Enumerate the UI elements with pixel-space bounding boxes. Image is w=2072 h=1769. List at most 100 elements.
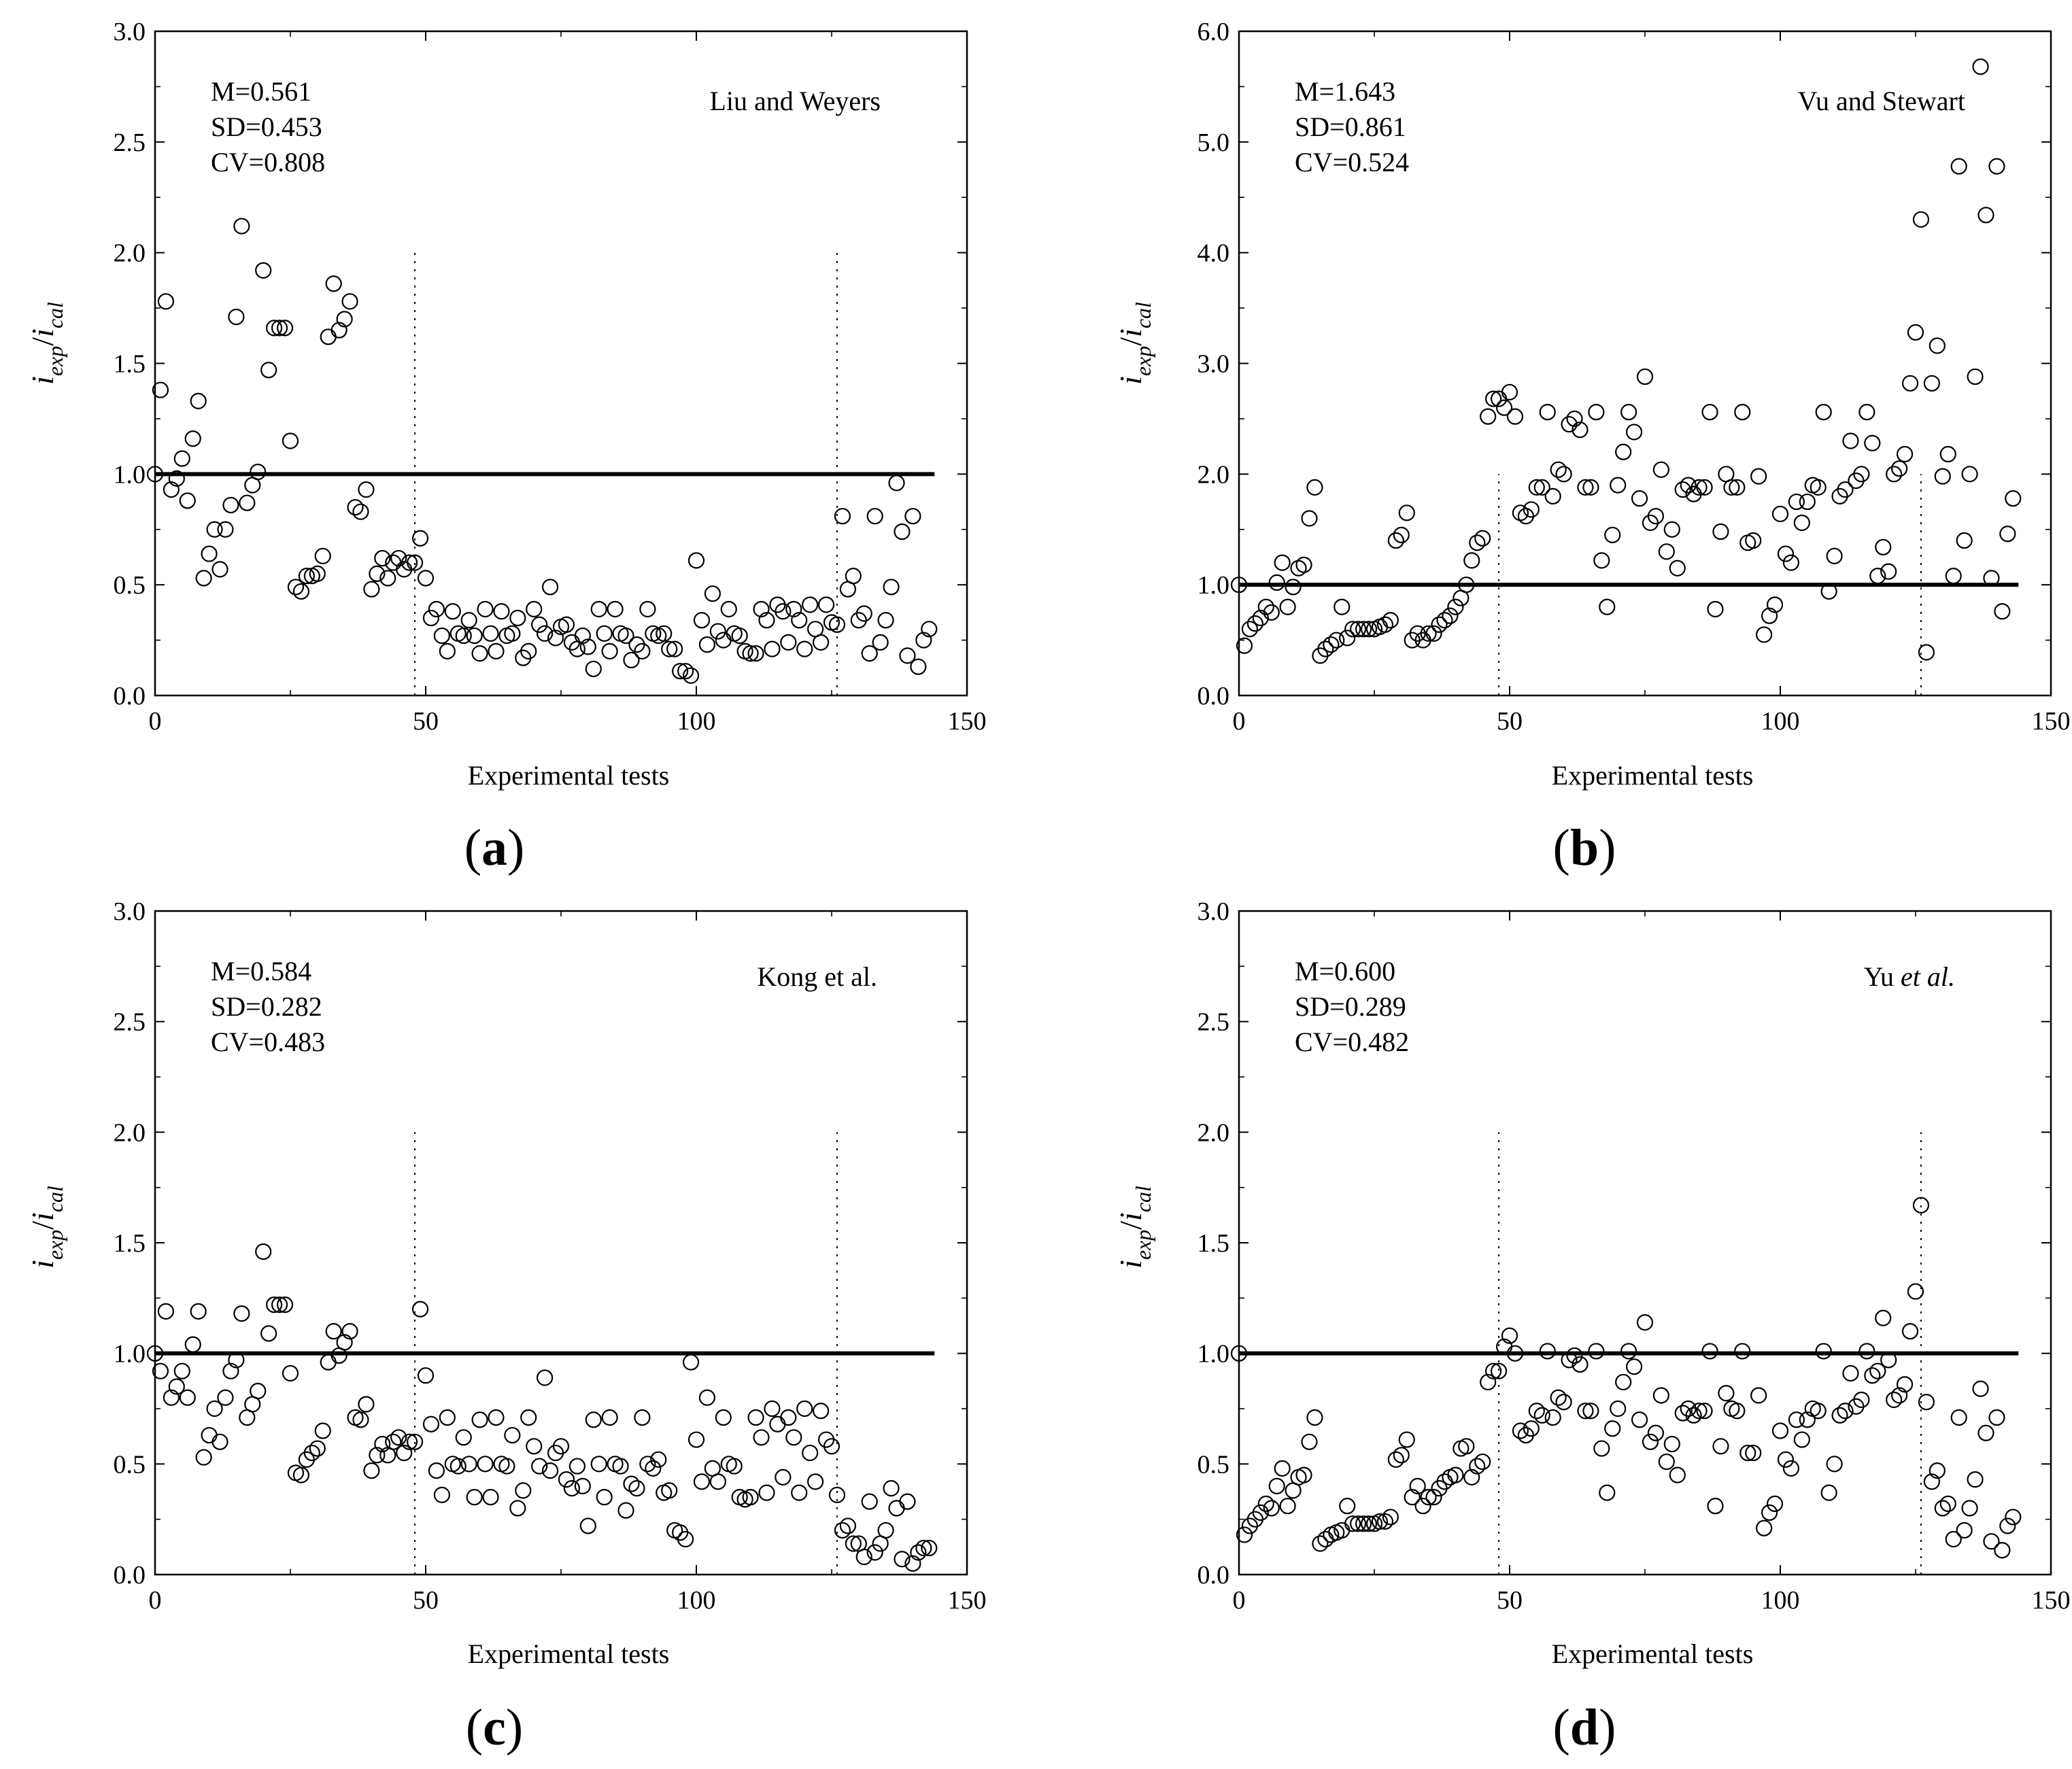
- data-point: [1506, 408, 1524, 425]
- data-point: [1891, 1387, 1908, 1404]
- x-tick-label: 150: [948, 1586, 987, 1615]
- data-point: [558, 1471, 575, 1488]
- data-point: [526, 1438, 543, 1455]
- data-point: [791, 612, 808, 629]
- data-point: [309, 565, 326, 582]
- data-point: [341, 1323, 358, 1340]
- data-point: [1826, 1456, 1843, 1473]
- data-point: [1886, 1391, 1903, 1409]
- chart-panel-a: 0.0 0.5 1.0 1.5 2.0 2.5 3.0 0 50 100 150 M=0.561 S…: [25, 18, 987, 876]
- data-point: [292, 583, 310, 600]
- data-point: [1599, 1484, 1616, 1501]
- data-point: [1436, 612, 1453, 629]
- y-tick-label: 2.0: [114, 1118, 146, 1147]
- data-point: [374, 1435, 391, 1453]
- data-point: [1528, 479, 1545, 496]
- data-point: [1561, 1352, 1578, 1369]
- data-point: [1853, 466, 1870, 483]
- data-point: [411, 1301, 429, 1318]
- data-point: [672, 663, 689, 680]
- data-point: [747, 645, 764, 662]
- data-point: [1864, 434, 1881, 451]
- tick-labels: 0.0 0.5 1.0 1.5 2.0 2.5 3.0 0 50 100 150: [114, 18, 987, 736]
- data-point: [406, 1433, 424, 1450]
- data-point: [1241, 621, 1259, 638]
- data-point: [634, 642, 651, 659]
- data-point: [282, 1364, 299, 1382]
- data-point: [687, 552, 705, 569]
- svg-text:iexp/ical: iexp/ical: [25, 1186, 67, 1269]
- data-point: [1409, 1477, 1426, 1494]
- data-point: [1566, 410, 1583, 428]
- data-point: [1929, 1462, 1946, 1479]
- data-point: [1393, 526, 1410, 543]
- data-point: [1972, 58, 1989, 75]
- data-point: [1696, 1403, 1713, 1420]
- x-tick-label: 100: [677, 1586, 716, 1615]
- data-point: [1404, 1489, 1421, 1506]
- data-point: [855, 605, 872, 622]
- data-point: [1355, 1515, 1372, 1532]
- data-point: [1999, 1517, 2016, 1534]
- data-point: [698, 636, 716, 653]
- data-point: [1561, 415, 1578, 433]
- data-point: [493, 603, 510, 620]
- tick-labels: 0.0 1.0 2.0 3.0 4.0 5.0 6.0 0 50 100 150: [1198, 18, 2071, 736]
- data-point: [1252, 609, 1269, 627]
- data-point: [715, 1409, 732, 1426]
- data-point: [173, 450, 190, 467]
- data-point: [1988, 1409, 2005, 1426]
- data-point: [1301, 1433, 1318, 1450]
- data-point: [1788, 1411, 1805, 1428]
- data-point: [1771, 1422, 1789, 1439]
- data-point: [1474, 1453, 1491, 1471]
- data-point: [336, 311, 353, 328]
- data-point: [753, 1429, 770, 1446]
- ylabel-slash: /: [1113, 337, 1148, 346]
- ylabel-sub-exp: exp: [43, 346, 67, 376]
- data-point: [1901, 1323, 1919, 1340]
- data-point: [1398, 1431, 1415, 1448]
- data-point: [417, 1367, 435, 1384]
- data-point: [1631, 1411, 1648, 1428]
- data-point: [1799, 1411, 1816, 1428]
- data-point: [455, 627, 472, 645]
- data-point: [460, 1456, 477, 1473]
- data-point: [1376, 616, 1394, 633]
- y-axis-label: iexp/ical: [1113, 1186, 1155, 1269]
- data-point: [894, 1551, 911, 1568]
- data-point: [769, 596, 786, 613]
- ylabel-i2: i: [1113, 328, 1148, 337]
- data-point: [1539, 404, 1556, 421]
- data-point: [1956, 532, 1973, 549]
- data-point: [1663, 521, 1680, 538]
- stat-sd: SD=0.289: [1295, 991, 1406, 1022]
- data-point: [1712, 1438, 1729, 1455]
- data-point: [1414, 632, 1431, 649]
- data-point: [1257, 598, 1274, 615]
- data-point: [1252, 1504, 1269, 1522]
- x-tick-label: 0: [149, 1586, 162, 1615]
- data-point: [276, 1296, 294, 1313]
- y-tick-label: 1.0: [114, 460, 146, 489]
- ylabel-i2: i: [1113, 1212, 1148, 1221]
- y-tick-label: 3.0: [1198, 350, 1230, 379]
- data-point: [428, 1462, 445, 1479]
- data-point: [1295, 1466, 1312, 1483]
- data-point: [1907, 324, 1924, 341]
- data-point: [1474, 530, 1491, 547]
- panel-letter: (a): [464, 819, 525, 876]
- data-point: [1674, 1405, 1691, 1422]
- data-point: [709, 623, 726, 640]
- author-title: Liu and Weyers: [709, 86, 881, 116]
- data-point: [1810, 1403, 1827, 1420]
- data-point: [1458, 1438, 1475, 1455]
- data-point: [1376, 1513, 1394, 1530]
- data-point: [1815, 1343, 1832, 1360]
- panel-letter: (c): [466, 1699, 523, 1756]
- data-point: [1636, 1314, 1654, 1331]
- data-point: [1431, 616, 1448, 633]
- data-point: [1777, 545, 1795, 562]
- data-point: [1734, 404, 1751, 421]
- data-point: [828, 1486, 846, 1503]
